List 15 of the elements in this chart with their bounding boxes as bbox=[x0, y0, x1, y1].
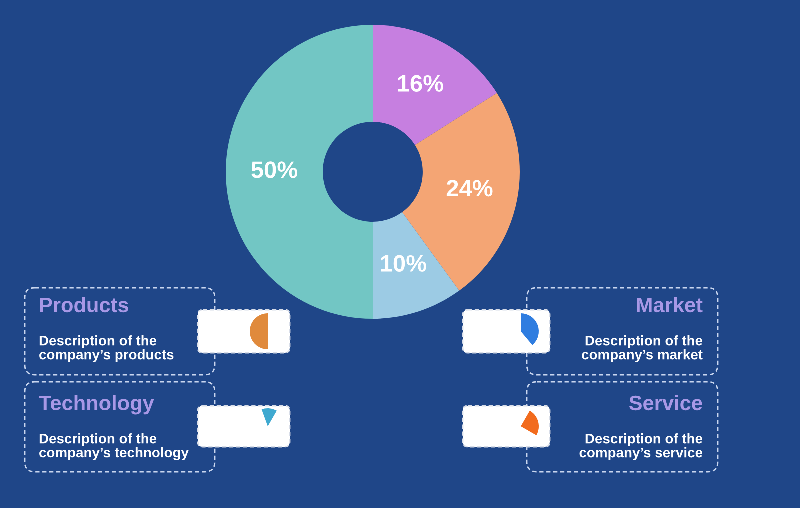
donut-slice bbox=[373, 25, 498, 146]
text: Products bbox=[40, 297, 128, 313]
data-label: 24% bbox=[446, 180, 493, 197]
text: Description of the company’s service bbox=[580, 434, 703, 460]
data-label: 16% bbox=[398, 75, 444, 92]
text: Service bbox=[629, 395, 702, 411]
text: Description of the company’s technology bbox=[40, 434, 189, 460]
text: Description of the company’s products bbox=[40, 336, 174, 362]
donut-slice bbox=[373, 212, 460, 319]
text: Technology bbox=[39, 395, 154, 415]
text: Description of the company’s market bbox=[582, 336, 703, 362]
text: Market bbox=[637, 297, 703, 313]
donut-slice bbox=[226, 25, 373, 319]
data-label: 10% bbox=[381, 255, 426, 272]
data-label: 50% bbox=[252, 162, 298, 178]
